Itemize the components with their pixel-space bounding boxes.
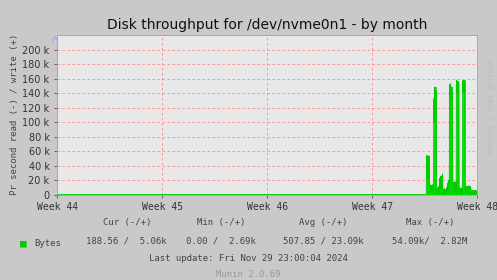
Text: 507.85 / 23.09k: 507.85 / 23.09k — [283, 237, 363, 246]
Text: 0.00 /  2.69k: 0.00 / 2.69k — [186, 237, 256, 246]
Text: Max (-/+): Max (-/+) — [406, 218, 454, 227]
Title: Disk throughput for /dev/nvme0n1 - by month: Disk throughput for /dev/nvme0n1 - by mo… — [107, 18, 427, 32]
Text: Cur (-/+): Cur (-/+) — [102, 218, 151, 227]
Text: Avg (-/+): Avg (-/+) — [299, 218, 347, 227]
Text: RRDTOOL / TOBI OETIKER: RRDTOOL / TOBI OETIKER — [489, 60, 495, 153]
Text: 188.56 /  5.06k: 188.56 / 5.06k — [86, 237, 167, 246]
Text: Min (-/+): Min (-/+) — [197, 218, 246, 227]
Text: Last update: Fri Nov 29 23:00:04 2024: Last update: Fri Nov 29 23:00:04 2024 — [149, 254, 348, 263]
Text: ■: ■ — [20, 239, 27, 249]
Text: Munin 2.0.69: Munin 2.0.69 — [216, 270, 281, 279]
Text: 54.09k/  2.82M: 54.09k/ 2.82M — [392, 237, 468, 246]
Y-axis label: Pr second read (-) / write (+): Pr second read (-) / write (+) — [10, 34, 19, 195]
Text: Bytes: Bytes — [34, 239, 61, 248]
